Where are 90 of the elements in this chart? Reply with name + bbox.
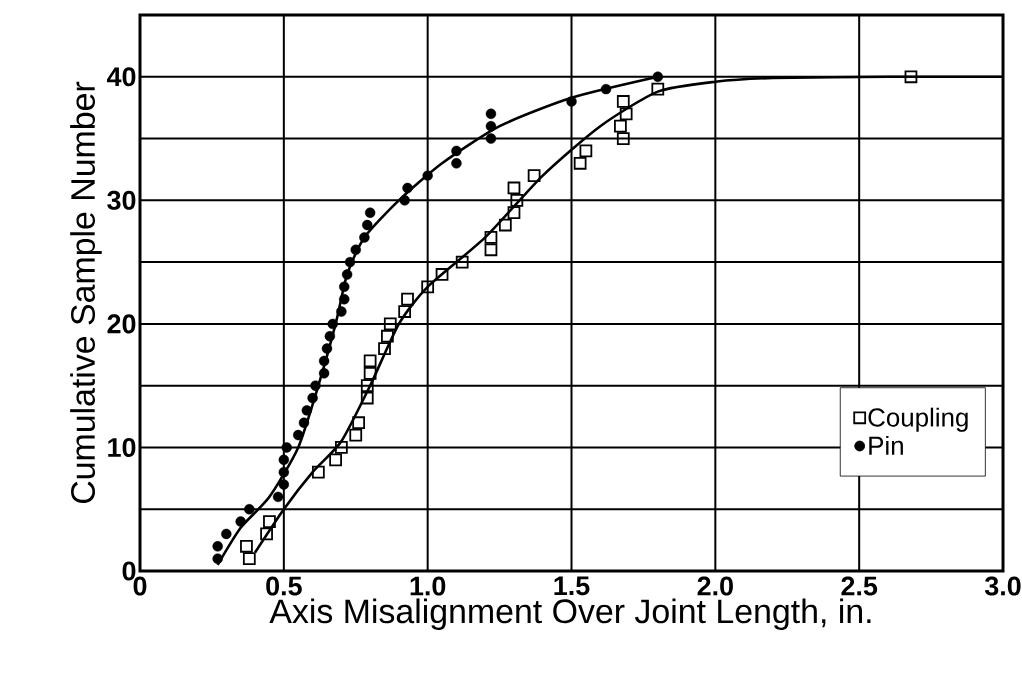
point <box>341 269 353 280</box>
x-tick-label: 2.5 <box>841 576 878 596</box>
point <box>507 181 521 195</box>
point <box>600 83 612 95</box>
point <box>324 331 336 342</box>
point <box>293 429 304 441</box>
point <box>485 108 497 120</box>
point <box>336 306 347 317</box>
y-axis-title: Cumulative Sample Number <box>70 81 102 504</box>
point <box>398 305 412 318</box>
point <box>363 354 377 368</box>
y-tick-label: 10 <box>108 437 136 457</box>
point <box>378 342 391 355</box>
point <box>329 453 342 467</box>
y-tick-label: 20 <box>107 314 136 334</box>
y-tick-label: 40 <box>106 67 136 87</box>
legend-label: Coupling <box>868 407 968 432</box>
point <box>212 541 223 552</box>
x-tick-label: 3.0 <box>984 576 1021 596</box>
point <box>307 392 318 404</box>
point <box>904 70 918 84</box>
point <box>311 465 325 479</box>
point <box>301 405 313 416</box>
point <box>507 206 521 220</box>
point <box>484 231 498 244</box>
point <box>310 380 321 391</box>
point <box>240 539 253 553</box>
point <box>619 107 633 121</box>
point <box>422 170 433 181</box>
point <box>614 119 627 133</box>
point <box>278 466 290 478</box>
point <box>510 193 524 207</box>
point <box>272 491 284 503</box>
y-tick-label: 30 <box>107 190 136 210</box>
point <box>260 527 273 541</box>
point <box>242 552 256 566</box>
point <box>281 442 292 453</box>
x-tick-label: 0.5 <box>266 576 302 596</box>
point <box>350 244 361 255</box>
point <box>360 379 374 393</box>
point <box>349 428 363 442</box>
point <box>421 280 435 294</box>
point <box>451 158 462 169</box>
point <box>321 343 333 354</box>
point <box>455 255 469 269</box>
point <box>363 366 377 380</box>
x-axis-title: Axis Misalignment Over Joint Length, in. <box>269 598 871 631</box>
point <box>364 207 376 218</box>
point <box>381 329 394 343</box>
point <box>278 454 290 465</box>
point <box>278 479 290 490</box>
x-tick-label: 1.0 <box>410 576 446 596</box>
point <box>339 281 350 292</box>
point <box>527 169 541 182</box>
point <box>235 516 246 527</box>
point <box>352 416 366 430</box>
point <box>485 133 497 144</box>
point <box>334 441 348 454</box>
point <box>344 256 356 268</box>
point <box>399 195 410 206</box>
point <box>484 243 498 257</box>
x-tick-label: 1.5 <box>554 576 590 596</box>
point <box>498 218 512 232</box>
point <box>651 82 665 96</box>
point <box>362 219 373 231</box>
point <box>435 268 449 281</box>
point <box>566 96 577 107</box>
point <box>263 515 276 528</box>
point <box>652 71 663 82</box>
x-tick-label: 2.0 <box>697 576 733 596</box>
point <box>327 318 338 330</box>
point <box>383 317 397 331</box>
point <box>485 121 497 132</box>
point <box>244 504 255 515</box>
point <box>616 95 630 108</box>
point <box>360 391 374 405</box>
legend-label: Pin <box>869 435 903 455</box>
point <box>579 144 593 158</box>
point <box>401 292 414 306</box>
point <box>298 417 310 428</box>
point <box>318 355 330 367</box>
point <box>359 232 370 243</box>
point <box>212 553 223 564</box>
point <box>339 293 350 305</box>
point <box>402 182 413 194</box>
point <box>616 132 630 145</box>
point <box>221 528 232 540</box>
point <box>451 145 462 157</box>
point <box>573 156 587 170</box>
point <box>318 368 330 379</box>
